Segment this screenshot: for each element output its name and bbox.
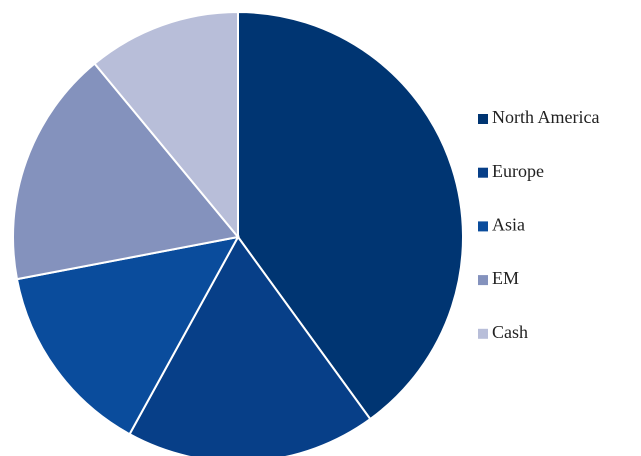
legend-label: North America bbox=[492, 107, 599, 127]
legend-label: EM bbox=[492, 268, 519, 288]
legend-swatch bbox=[478, 221, 488, 232]
pie-slice bbox=[237, 10, 464, 421]
pie-slice bbox=[128, 235, 372, 456]
legend-swatch bbox=[478, 275, 488, 286]
legend-swatch bbox=[478, 328, 488, 339]
legend-label: Europe bbox=[492, 161, 544, 181]
legend-swatch bbox=[478, 167, 488, 178]
legend-label: Asia bbox=[492, 215, 525, 235]
pie-slice bbox=[12, 62, 240, 281]
legend-swatch bbox=[478, 114, 488, 124]
legend-label: Cash bbox=[492, 322, 528, 342]
pie-slice bbox=[93, 10, 239, 240]
pie-slice bbox=[15, 235, 240, 436]
